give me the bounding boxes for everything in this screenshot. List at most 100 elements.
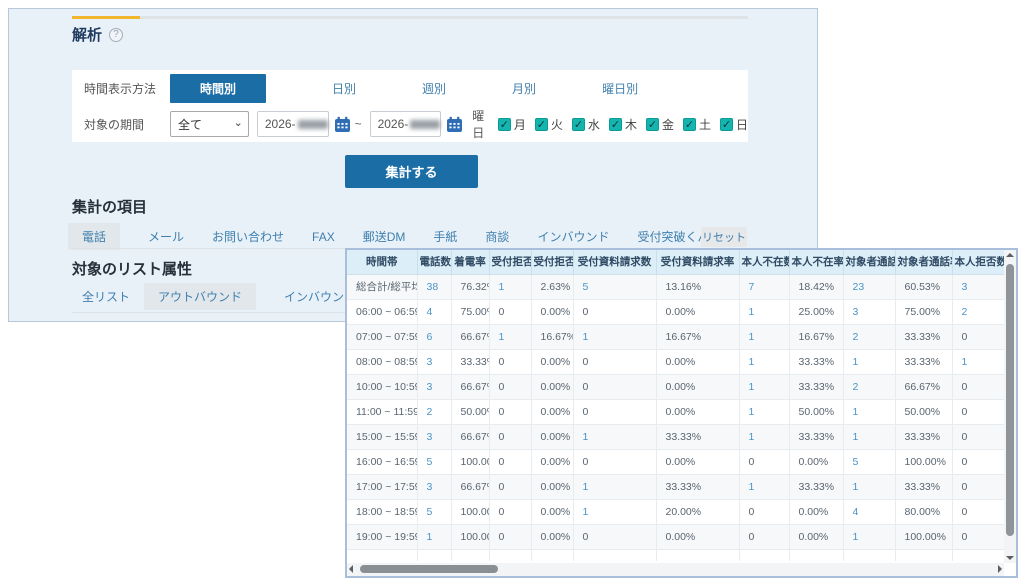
count-link-cell[interactable]: 3 xyxy=(417,374,452,400)
scroll-up-arrow-icon[interactable] xyxy=(1006,253,1014,257)
value-cell: 66.67% xyxy=(895,374,953,400)
count-link-cell[interactable]: 1 xyxy=(843,524,896,550)
count-link-cell[interactable]: 1 xyxy=(739,324,790,350)
aggregation-item[interactable]: インバウンド xyxy=(537,230,610,244)
count-link-cell[interactable]: 6 xyxy=(417,324,452,350)
count-link-cell[interactable]: 1 xyxy=(843,349,896,375)
count-link-cell[interactable]: 1 xyxy=(843,474,896,500)
value-cell: 60.53% xyxy=(895,274,953,300)
count-link-cell[interactable]: 3 xyxy=(417,474,452,500)
value-cell: 100.00% xyxy=(451,524,490,550)
table-column-header: 受付資料請求数 xyxy=(573,250,657,275)
checkbox-icon: ✓ xyxy=(571,117,585,131)
weekday-checkbox[interactable]: ✓ 月 xyxy=(497,116,526,133)
time-tab[interactable]: 日別 xyxy=(332,81,357,96)
count-link-cell[interactable]: 1 xyxy=(573,474,657,500)
count-link-cell[interactable]: 1 xyxy=(739,299,790,325)
count-link-cell[interactable]: 5 xyxy=(843,449,896,475)
list-attribute-item[interactable]: 全リスト xyxy=(82,290,131,304)
aggregation-item[interactable]: メール xyxy=(148,230,185,244)
vertical-scrollbar[interactable] xyxy=(1004,250,1016,563)
count-link-cell[interactable]: 1 xyxy=(739,374,790,400)
aggregation-item[interactable]: 電話 xyxy=(68,223,121,250)
table-column-header: 受付資料請求率 xyxy=(656,250,740,275)
count-link-cell[interactable]: 1 xyxy=(843,424,896,450)
table-row: 06:00 ~ 06:59475.00%00.00%00.00%125.00%3… xyxy=(347,299,1004,325)
count-link-cell[interactable]: 3 xyxy=(417,424,452,450)
count-link-cell[interactable]: 1 xyxy=(739,399,790,425)
calendar-icon[interactable] xyxy=(446,116,463,133)
date-from-input[interactable]: 2026- xyxy=(256,111,329,137)
count-link-cell[interactable]: 5 xyxy=(417,499,452,525)
aggregation-item[interactable]: 手紙 xyxy=(433,230,458,244)
count-link-cell[interactable]: 3 xyxy=(843,299,896,325)
checkbox-icon: ✓ xyxy=(497,117,511,131)
count-link-cell[interactable]: 2 xyxy=(952,299,1004,325)
table-column-header: 電話数 xyxy=(417,250,452,275)
weekday-checkbox[interactable]: ✓ 日 xyxy=(719,116,748,133)
help-icon[interactable]: ? xyxy=(109,27,124,42)
weekday-checkbox-label: 木 xyxy=(624,117,637,132)
count-link-cell[interactable]: 3 xyxy=(417,349,452,375)
time-range-cell: 07:00 ~ 07:59 xyxy=(347,324,418,350)
horizontal-scrollbar[interactable] xyxy=(347,563,1004,576)
count-link-cell[interactable]: 4 xyxy=(843,499,896,525)
count-link-cell[interactable]: 1 xyxy=(489,324,532,350)
count-link-cell[interactable]: 1 xyxy=(573,324,657,350)
period-select[interactable]: 全て ⌄ xyxy=(170,111,249,137)
count-link-cell[interactable]: 7 xyxy=(739,274,790,300)
time-tab[interactable]: 月別 xyxy=(512,81,537,96)
aggregate-button[interactable]: 集計する xyxy=(345,155,478,188)
count-link-cell[interactable]: 1 xyxy=(489,274,532,300)
aggregation-item[interactable]: 郵送DM xyxy=(362,230,406,244)
weekday-checkbox[interactable]: ✓ 金 xyxy=(645,116,674,133)
count-link-cell[interactable]: 1 xyxy=(739,349,790,375)
value-cell: 0.00% xyxy=(656,399,740,425)
time-tab[interactable]: 週別 xyxy=(422,81,447,96)
calendar-icon[interactable] xyxy=(334,116,351,133)
weekday-checkbox[interactable]: ✓ 土 xyxy=(682,116,711,133)
count-link-cell[interactable]: 1 xyxy=(952,349,1004,375)
time-tabs: 時間別 日別 週別 月別 曜日別 xyxy=(170,73,639,103)
scroll-left-arrow-icon[interactable] xyxy=(349,565,353,573)
aggregation-item[interactable]: お問い合わせ xyxy=(212,230,285,244)
vertical-scroll-thumb[interactable] xyxy=(1006,264,1014,536)
count-link-cell[interactable]: 1 xyxy=(573,499,657,525)
weekday-checkbox[interactable]: ✓ 火 xyxy=(534,116,563,133)
count-link-cell[interactable]: 4 xyxy=(417,299,452,325)
aggregation-item[interactable]: 受付突破くん xyxy=(637,230,710,244)
count-link-cell[interactable]: 1 xyxy=(417,524,452,550)
count-link-cell[interactable]: 2 xyxy=(843,324,896,350)
count-link-cell[interactable]: 1 xyxy=(739,424,790,450)
time-tab[interactable]: 時間別 xyxy=(170,73,267,103)
count-link-cell[interactable]: 1 xyxy=(739,474,790,500)
time-tab[interactable]: 曜日別 xyxy=(602,81,639,96)
count-link-cell[interactable]: 2 xyxy=(843,374,896,400)
count-link-cell[interactable]: 2 xyxy=(417,399,452,425)
value-cell: 0 xyxy=(952,374,1004,400)
value-cell: 0 xyxy=(952,424,1004,450)
value-cell: 0.00% xyxy=(531,349,574,375)
count-link-cell[interactable]: 38 xyxy=(417,274,452,300)
count-link-cell[interactable]: 1 xyxy=(573,424,657,450)
value-cell: 66.67% xyxy=(451,474,490,500)
count-link-cell[interactable]: 5 xyxy=(417,449,452,475)
scroll-right-arrow-icon[interactable] xyxy=(998,565,1002,573)
reset-button[interactable]: リセット xyxy=(701,227,747,247)
value-cell: 33.33% xyxy=(656,474,740,500)
count-link-cell[interactable]: 3 xyxy=(952,274,1004,300)
time-range-cell: 18:00 ~ 18:59 xyxy=(347,499,418,525)
date-to-input[interactable]: 2026- xyxy=(369,111,442,137)
weekday-checkbox[interactable]: ✓ 木 xyxy=(608,116,637,133)
list-attribute-item[interactable]: インバウンド xyxy=(284,290,357,304)
horizontal-scroll-thumb[interactable] xyxy=(360,565,498,573)
count-link-cell[interactable]: 23 xyxy=(843,274,896,300)
count-link-cell[interactable]: 5 xyxy=(573,274,657,300)
aggregation-item[interactable]: FAX xyxy=(312,229,335,244)
aggregation-item[interactable]: 商談 xyxy=(485,230,510,244)
scroll-down-arrow-icon[interactable] xyxy=(1006,556,1014,560)
count-link-cell[interactable]: 1 xyxy=(843,399,896,425)
table-row: 15:00 ~ 15:59366.67%00.00%133.33%133.33%… xyxy=(347,424,1004,450)
weekday-checkbox[interactable]: ✓ 水 xyxy=(571,116,600,133)
list-attribute-item[interactable]: アウトバウンド xyxy=(144,283,257,310)
